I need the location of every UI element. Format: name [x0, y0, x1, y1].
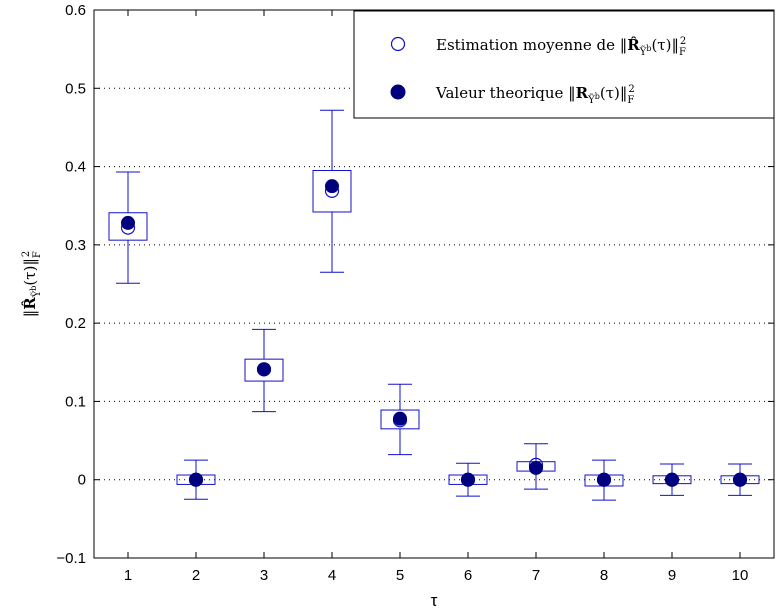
iqr-box: [312, 169, 352, 213]
x-tick-label: 10: [732, 567, 749, 584]
box-plots: [108, 109, 760, 501]
x-tick-label: 8: [600, 567, 608, 584]
y-tick-label: 0: [78, 472, 86, 489]
y-tick-label: 0.2: [65, 315, 86, 332]
legend: Estimation moyenne de ‖R̂Ỹb(τ)‖F2 Valeur…: [353, 10, 775, 119]
grid-lines: [94, 87, 774, 481]
y-tick-label: 0.4: [65, 159, 86, 176]
theoretical-point: [393, 411, 407, 426]
y-tick-label: 0.5: [65, 80, 86, 97]
x-tick-label: 4: [328, 567, 336, 584]
legend-open-circle-icon: [390, 36, 406, 52]
theoretical-point: [733, 472, 747, 487]
x-tick-label: 3: [260, 567, 268, 584]
theoretical-point: [121, 215, 135, 230]
legend-label-estimation: Estimation moyenne de ‖R̂Ỹb(τ)‖F2: [436, 36, 686, 58]
x-axis-title: τ: [431, 591, 438, 610]
y-tick-label: −0.1: [56, 550, 86, 567]
data-markers: [120, 179, 748, 487]
legend-box: [353, 10, 775, 119]
axis-ticks: −0.1 0 0.1 0.2 0.3 0.4 0.5 0.6 1 2 3 4 5 6 7 8 9 10: [56, 2, 774, 584]
y-tick-label: 0.1: [65, 393, 86, 410]
theoretical-point: [461, 472, 475, 487]
theoretical-point: [597, 472, 611, 487]
legend-label-theorique: Valeur theorique ‖RỸb(τ)‖F2: [435, 84, 635, 106]
iqr-box: [108, 212, 148, 241]
x-tick-label: 9: [668, 567, 676, 584]
x-tick-label: 7: [532, 567, 540, 584]
iqr-box: [244, 358, 284, 382]
x-tick-label: 5: [396, 567, 404, 584]
theoretical-point: [257, 362, 271, 377]
theoretical-point: [325, 179, 339, 194]
y-tick-label: 0.3: [65, 237, 86, 254]
x-tick-label: 1: [124, 567, 132, 584]
theoretical-point: [529, 460, 543, 475]
iqr-box: [380, 409, 420, 430]
theoretical-point: [665, 472, 679, 487]
theoretical-point: [189, 472, 203, 487]
y-axis-title: ‖R̂Ỹb(τ)‖F2: [21, 251, 43, 318]
svg-text:‖R̂Ỹb(τ)‖F2: ‖R̂Ỹb(τ)‖F2: [21, 251, 43, 318]
y-tick-label: 0.6: [65, 2, 86, 19]
x-tick-label: 6: [464, 567, 472, 584]
legend-filled-circle-icon: [390, 84, 406, 100]
x-tick-label: 2: [192, 567, 200, 584]
plot-area-frame: [93, 9, 775, 559]
